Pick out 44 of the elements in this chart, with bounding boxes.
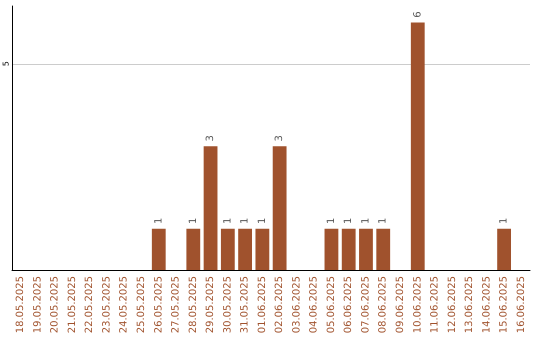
- data-label: 1: [343, 218, 354, 224]
- data-label: 3: [205, 135, 216, 142]
- data-label: 1: [326, 218, 337, 224]
- data-label: 1: [360, 218, 372, 224]
- x-tick-label: 05.06.2025: [326, 276, 337, 334]
- x-tick-label: 13.06.2025: [464, 276, 476, 334]
- x-tick-label: 20.05.2025: [50, 276, 61, 334]
- x-tick-label: 28.05.2025: [188, 276, 199, 334]
- x-tick-label: 15.06.2025: [498, 276, 510, 334]
- x-tick-label: 18.05.2025: [15, 276, 26, 334]
- x-tick-label: 25.05.2025: [136, 276, 147, 334]
- x-tick-label: 02.06.2025: [274, 276, 286, 334]
- x-tick-label: 04.06.2025: [308, 276, 320, 334]
- data-label: 6: [412, 11, 424, 18]
- x-tick-label: 11.06.2025: [430, 276, 441, 334]
- data-label: 1: [240, 218, 251, 224]
- x-tick-label: 27.05.2025: [170, 276, 182, 334]
- x-tick-label: 14.06.2025: [481, 276, 492, 334]
- x-tick-label: 30.05.2025: [222, 276, 234, 334]
- x-tick-label: 29.05.2025: [205, 276, 216, 334]
- data-label: 1: [188, 218, 199, 224]
- x-tick-label: 09.06.2025: [395, 276, 406, 334]
- data-label: 1: [498, 218, 510, 224]
- x-tick-label: 07.06.2025: [360, 276, 372, 334]
- data-label: 1: [222, 218, 234, 224]
- x-tick-label: 06.06.2025: [343, 276, 354, 334]
- x-tick-label: 01.06.2025: [256, 276, 268, 334]
- data-label: 1: [256, 218, 268, 224]
- x-tick-label: 23.05.2025: [101, 276, 112, 334]
- data-label: 1: [153, 218, 164, 224]
- x-tick-label: 26.05.2025: [153, 276, 164, 334]
- x-tick-label: 24.05.2025: [118, 276, 130, 334]
- data-label: 3: [274, 135, 286, 142]
- x-tick-label: 03.06.2025: [291, 276, 302, 334]
- y-tick-label: 5: [2, 61, 10, 66]
- x-tick-label: 12.06.2025: [446, 276, 458, 334]
- x-tick-label: 19.05.2025: [32, 276, 44, 334]
- x-tick-label: 21.05.2025: [66, 276, 78, 334]
- x-tick-label: 16.06.2025: [516, 276, 527, 334]
- x-tick-label: 22.05.2025: [84, 276, 96, 334]
- x-tick-label: 08.06.2025: [378, 276, 389, 334]
- x-tick-label: 31.05.2025: [240, 276, 251, 334]
- data-label: 1: [378, 218, 389, 224]
- x-tick-label: 10.06.2025: [412, 276, 424, 334]
